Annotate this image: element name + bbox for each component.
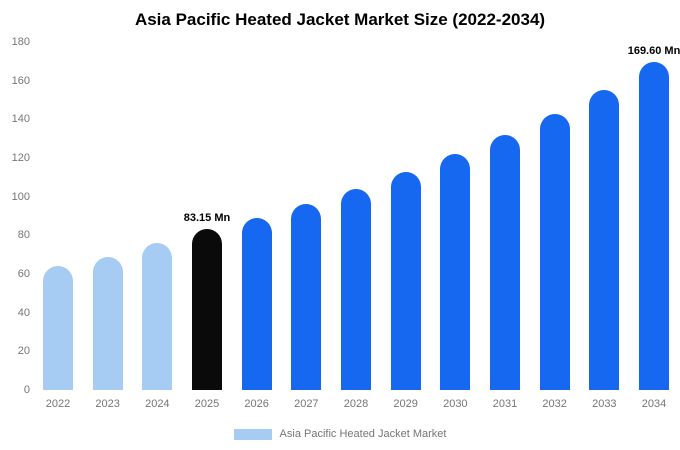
x-tick-label: 2027 (294, 398, 319, 410)
bar-2027 (291, 204, 322, 390)
x-tick-label: 2030 (443, 398, 468, 410)
y-tick-label: 60 (17, 268, 30, 280)
x-tick-label: 2033 (592, 398, 617, 410)
legend-label: Asia Pacific Heated Jacket Market (279, 428, 447, 440)
bar-2024 (142, 243, 173, 390)
chart-title: Asia Pacific Heated Jacket Market Size (… (134, 10, 546, 29)
x-tick-label: 2026 (244, 398, 269, 410)
x-tick-label: 2025 (194, 398, 220, 410)
bar-2026 (241, 217, 272, 390)
x-tick-label: 2029 (393, 398, 418, 410)
bar-2025 (192, 229, 222, 390)
legend-swatch (233, 428, 272, 440)
bar-value-label: 83.15 Mn (183, 212, 231, 225)
y-tick-label: 180 (11, 36, 30, 48)
bar-value-label: 169.60 Mn (627, 45, 680, 58)
y-tick-label: 120 (11, 152, 30, 164)
x-tick-label: 2032 (542, 398, 567, 410)
y-tick-label: 140 (11, 113, 30, 126)
legend: Asia Pacific Heated Jacket Market (0, 426, 680, 442)
x-tick-label: 2031 (492, 398, 518, 410)
y-tick-label: 40 (17, 306, 30, 319)
bar-2023 (92, 256, 123, 390)
bar-2030 (440, 154, 471, 390)
bar-2032 (539, 113, 570, 390)
bar-2029 (390, 171, 421, 390)
x-tick-label: 2022 (45, 398, 71, 410)
bar-2033 (589, 90, 620, 390)
bar-2022 (43, 266, 73, 390)
x-tick-label: 2023 (95, 398, 120, 410)
bar-2028 (341, 188, 371, 390)
x-tick-label: 2034 (641, 398, 667, 410)
y-tick-label: 0 (23, 384, 30, 396)
bar-2031 (490, 134, 520, 390)
x-tick-label: 2028 (343, 398, 369, 410)
y-tick-label: 80 (17, 229, 30, 242)
y-tick-label: 100 (11, 190, 30, 203)
y-tick-label: 20 (17, 345, 30, 358)
x-tick-label: 2024 (145, 398, 170, 410)
y-tick-label: 160 (11, 74, 30, 87)
bar-2034 (639, 62, 669, 390)
